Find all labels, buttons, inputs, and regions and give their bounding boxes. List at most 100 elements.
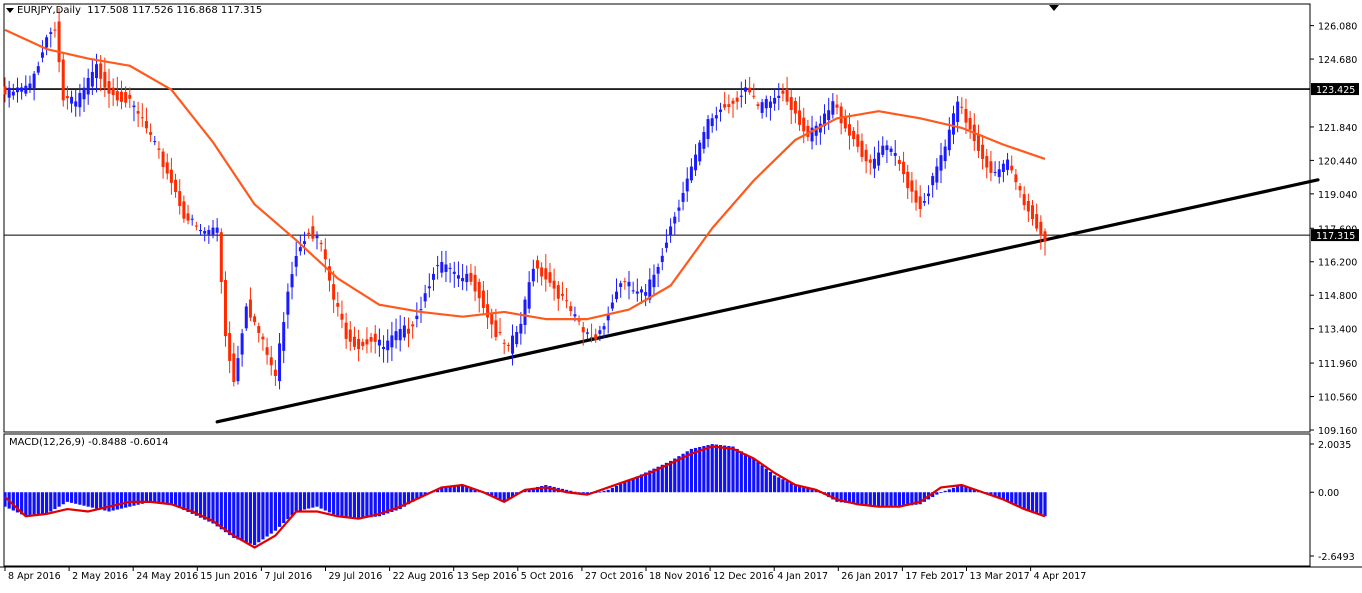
candle [685, 167, 689, 202]
macd-histogram-bar [298, 492, 302, 511]
candle [157, 141, 161, 159]
macd-histogram-bar [149, 492, 153, 502]
candle-body [411, 324, 415, 327]
macd-histogram-bar [1039, 492, 1043, 515]
macd-histogram-bar [802, 486, 806, 493]
candle [15, 77, 19, 103]
candle-body [207, 229, 211, 235]
candle-body [469, 272, 473, 282]
candle [290, 261, 294, 300]
price-axis-label: 120.440 [1318, 156, 1357, 167]
candle-body [248, 299, 252, 318]
candle [506, 342, 510, 352]
candle [602, 322, 606, 338]
price-axis-label: 111.960 [1318, 359, 1357, 370]
candle [789, 89, 793, 124]
candle-body [877, 152, 881, 166]
candle [981, 134, 985, 170]
macd-histogram-bar [598, 491, 602, 493]
candle-body [365, 339, 369, 345]
candle [656, 263, 660, 288]
candle [303, 231, 307, 255]
macd-histogram-bar [935, 492, 939, 495]
macd-histogram-bar [411, 492, 415, 502]
macd-histogram-bar [436, 489, 440, 493]
candle-body [74, 101, 78, 107]
candle [436, 255, 440, 280]
candle [511, 324, 515, 366]
macd-histogram-bar [1022, 492, 1026, 510]
candle [922, 192, 926, 207]
macd-histogram-bar [390, 492, 394, 512]
macd-histogram-bar [132, 492, 136, 506]
collapse-arrow-icon[interactable] [6, 7, 14, 13]
candle [319, 239, 323, 252]
macd-histogram-bar [244, 492, 248, 543]
candle-body [739, 95, 743, 97]
macd-histogram-bar [15, 492, 20, 513]
candle [24, 75, 28, 97]
macd-histogram-bar [111, 492, 115, 511]
candle-body [960, 106, 964, 108]
macd-histogram-bar [951, 487, 956, 493]
candle-body [623, 281, 627, 283]
candle [773, 89, 777, 111]
candle-body [939, 155, 943, 171]
macd-histogram-bar [885, 492, 889, 507]
candle-body [556, 285, 560, 299]
candle-body [785, 89, 789, 102]
macd-histogram-bar [277, 492, 282, 527]
candle-body [847, 124, 851, 136]
candle [382, 335, 386, 363]
macd-histogram-bar [685, 451, 689, 493]
macd-histogram-bar [569, 490, 573, 493]
candle [240, 328, 244, 367]
candle-body [203, 231, 207, 234]
candle-body [735, 97, 739, 102]
candle [964, 98, 968, 135]
candle-body [103, 71, 107, 88]
candle-body [951, 113, 955, 135]
macd-histogram-bar [248, 492, 253, 544]
macd-histogram-bar [852, 492, 856, 504]
candle-body [307, 232, 311, 235]
macd-histogram-bar [581, 492, 585, 494]
candle [1043, 228, 1047, 256]
candle [968, 110, 972, 139]
candle-body [681, 192, 685, 202]
macd-histogram-bar [28, 492, 32, 516]
candle [369, 332, 373, 353]
candle [1006, 152, 1010, 176]
candle [860, 133, 864, 162]
candle-body [369, 337, 373, 342]
candle-body [361, 341, 365, 347]
candle [431, 267, 435, 291]
candle-body [265, 347, 269, 355]
candle-body [1010, 165, 1014, 171]
candle [211, 219, 215, 239]
candle [7, 80, 11, 108]
candle-body [95, 64, 99, 79]
macd-histogram-bar [494, 492, 498, 499]
candle-body [194, 225, 198, 227]
macd-histogram-bar [90, 492, 94, 508]
candle [253, 313, 257, 326]
support-trendline [215, 178, 1320, 424]
macd-histogram-bar [332, 492, 336, 515]
candle [798, 96, 802, 131]
candle [115, 76, 119, 107]
macd-histogram-bar [868, 492, 872, 506]
macd-histogram-bar [128, 492, 132, 507]
candle [128, 87, 132, 108]
macd-histogram-bar [498, 492, 502, 500]
candle-body [864, 149, 868, 162]
macd-histogram-bar [490, 492, 494, 497]
candle-body [565, 300, 569, 302]
candle-body [598, 330, 602, 334]
candle [719, 102, 723, 122]
macd-histogram-bar [702, 446, 706, 493]
candle [49, 27, 53, 48]
time-axis-label: 8 Apr 2016 [8, 571, 61, 582]
